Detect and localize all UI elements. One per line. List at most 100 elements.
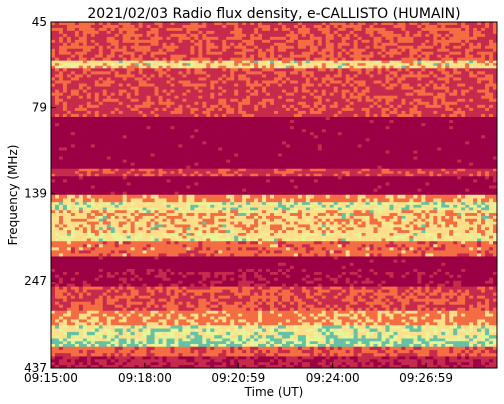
spectrogram-cell <box>345 60 350 64</box>
spectrogram-cell <box>277 95 283 100</box>
spectrogram-cell <box>313 120 319 124</box>
spectrogram-cell <box>389 57 394 61</box>
spectrogram-cell <box>281 71 287 75</box>
spectrogram-cell <box>234 45 239 50</box>
spectrogram-cell <box>393 65 398 69</box>
spectrogram-cell <box>285 48 291 53</box>
spectrogram-cell <box>166 123 171 127</box>
spectrogram-cell <box>138 42 143 47</box>
spectrogram-cell <box>186 39 191 44</box>
spectrogram-cell <box>401 86 406 90</box>
spectrogram-cell <box>270 150 275 154</box>
spectrogram-cell <box>413 117 418 121</box>
spectrogram-cell <box>230 51 235 55</box>
spectrogram-cell <box>174 65 179 69</box>
spectrogram-cell <box>182 126 187 130</box>
spectrogram-cell <box>258 48 263 53</box>
spectrogram-cell <box>341 24 346 29</box>
spectrogram-cell <box>329 138 335 142</box>
spectrogram-cell <box>429 48 434 53</box>
spectrogram-cell <box>341 68 346 72</box>
spectrogram-cell <box>465 135 470 139</box>
spectrogram-cell <box>70 42 76 47</box>
spectrogram-cell <box>325 101 331 106</box>
spectrogram-cell <box>357 141 362 145</box>
spectrogram-cell <box>305 126 311 130</box>
spectrogram-cell <box>154 27 159 32</box>
spectrogram-cell <box>230 39 235 44</box>
spectrogram-cell <box>98 77 104 81</box>
spectrogram-cell <box>258 24 263 29</box>
spectrogram-cell <box>357 51 362 55</box>
spectrogram-cell <box>493 86 498 90</box>
spectrogram-cell <box>234 153 239 157</box>
spectrogram-cell <box>98 95 104 100</box>
spectrogram-cell <box>373 150 378 154</box>
spectrogram-cell <box>210 71 215 75</box>
spectrogram-cell <box>174 83 179 87</box>
spectrogram-cell <box>138 126 143 130</box>
spectrogram-cell <box>106 36 112 41</box>
spectrogram-cell <box>313 92 319 96</box>
spectrogram-cell <box>250 83 255 87</box>
spectrogram-cell <box>357 117 362 121</box>
spectrogram-cell <box>266 71 271 75</box>
spectrogram-cell <box>445 80 450 84</box>
spectrogram-cell <box>389 39 394 44</box>
spectrogram-cell <box>345 107 350 112</box>
spectrogram-cell <box>353 95 358 100</box>
spectrogram-cell <box>301 110 307 115</box>
spectrogram-cell <box>90 65 96 69</box>
spectrogram-cell <box>305 30 311 35</box>
spectrogram-cell <box>293 86 299 90</box>
spectrogram-cell <box>114 71 119 75</box>
spectrogram-cell <box>461 80 466 84</box>
spectrogram-cell <box>289 33 295 38</box>
spectrogram-cell <box>86 110 92 115</box>
spectrogram-cell <box>66 65 72 69</box>
spectrogram-cell <box>449 86 454 90</box>
spectrogram-cell <box>373 132 378 136</box>
spectrogram-cell <box>94 36 100 41</box>
spectrogram-cell <box>170 63 175 67</box>
spectrogram-cell <box>94 27 100 32</box>
spectrogram-cell <box>417 98 422 103</box>
spectrogram-cell <box>385 60 390 64</box>
spectrogram-cell <box>158 144 163 148</box>
spectrogram-cell <box>258 74 263 78</box>
spectrogram-cell <box>186 68 191 72</box>
spectrogram-cell <box>305 51 311 55</box>
spectrogram-cell <box>106 45 112 50</box>
spectrogram-cell <box>258 101 263 106</box>
spectrogram-cell <box>293 45 299 50</box>
spectrogram-cell <box>246 95 251 100</box>
spectrogram-cell <box>309 68 315 72</box>
spectrogram-cell <box>250 126 255 130</box>
spectrogram-cell <box>441 77 446 81</box>
spectrogram-cell <box>102 86 108 90</box>
spectrogram-cell <box>285 30 291 35</box>
spectrogram-cell <box>166 45 171 50</box>
spectrogram-cell <box>333 83 339 87</box>
spectrogram-cell <box>130 83 135 87</box>
spectrogram-cell <box>202 129 207 133</box>
spectrogram-cell <box>293 63 299 67</box>
spectrogram-cell <box>66 92 72 96</box>
spectrogram-cell <box>357 135 362 139</box>
spectrogram-cell <box>270 74 275 78</box>
spectrogram-cell <box>293 89 299 93</box>
spectrogram-cell <box>222 129 227 133</box>
spectrogram-cell <box>170 132 175 136</box>
spectrogram-cell <box>409 27 414 32</box>
spectrogram-cell <box>421 80 426 84</box>
spectrogram-cell <box>206 138 211 142</box>
spectrogram-cell <box>309 107 315 112</box>
spectrogram-cell <box>425 141 430 145</box>
spectrogram-cell <box>473 135 478 139</box>
spectrogram-cell <box>325 24 331 29</box>
spectrogram-cell <box>445 71 450 75</box>
spectrogram-cell <box>62 39 68 44</box>
spectrogram-cell <box>238 57 243 61</box>
spectrogram-cell <box>102 144 108 148</box>
spectrogram-cell <box>106 30 112 35</box>
